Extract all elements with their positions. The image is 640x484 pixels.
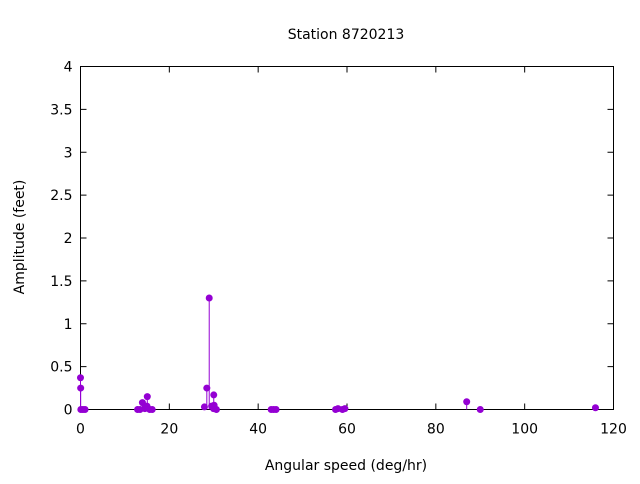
y-tick-label: 3	[64, 145, 73, 161]
x-tick-label: 80	[427, 422, 445, 438]
data-point	[77, 384, 85, 392]
data-point	[81, 406, 89, 413]
data-point	[212, 406, 220, 413]
y-tick-label: 1	[64, 317, 73, 333]
x-tick-label: 20	[160, 422, 178, 438]
y-tick-label: 2.5	[50, 188, 72, 204]
data-point	[205, 294, 213, 302]
x-tick-label: 100	[511, 422, 538, 438]
y-tick-label: 3.5	[50, 102, 72, 118]
data-point	[148, 406, 156, 413]
y-tick-label: 4	[64, 60, 73, 76]
plot-border	[80, 66, 614, 410]
data-point	[272, 406, 280, 413]
data-point	[210, 391, 218, 399]
data-point	[143, 393, 151, 401]
data-point	[203, 384, 211, 392]
y-axis-label: Amplitude (feet)	[12, 180, 28, 295]
data-point	[463, 398, 471, 406]
y-tick-label: 1.5	[50, 274, 72, 290]
data-point	[341, 405, 349, 413]
x-tick-label: 0	[76, 422, 85, 438]
y-tick-label: 0.5	[50, 360, 72, 376]
x-tick-label: 120	[600, 422, 627, 438]
chart-title: Station 8720213	[288, 27, 405, 43]
data-point	[591, 404, 599, 412]
y-tick-label: 0	[64, 403, 73, 419]
data-point	[77, 374, 84, 382]
data-point	[476, 406, 484, 413]
y-tick-label: 2	[64, 231, 73, 247]
x-tick-label: 60	[338, 422, 356, 438]
x-axis-label: Angular speed (deg/hr)	[265, 458, 427, 474]
x-tick-label: 40	[249, 422, 267, 438]
data-point	[200, 403, 208, 411]
